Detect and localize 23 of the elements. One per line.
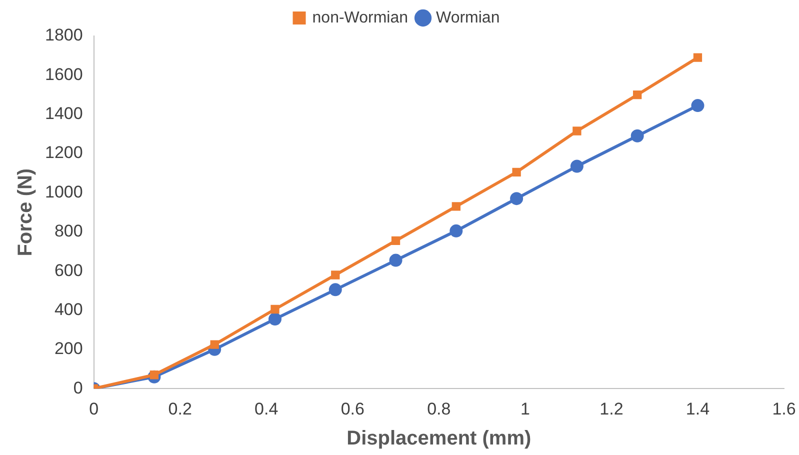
y-axis-title: Force (N): [14, 168, 37, 256]
x-tick-label: 1.4: [686, 399, 710, 418]
x-tick-label: 1.2: [600, 399, 624, 418]
x-tick-label: 1: [520, 399, 530, 418]
y-tick-label: 400: [54, 300, 83, 319]
y-tick-label: 1400: [44, 104, 83, 124]
y-tick-label: 1200: [44, 143, 83, 162]
y-tick-label: 0: [73, 378, 83, 398]
y-tick-label: 200: [54, 339, 83, 358]
x-tick-label: 0.8: [427, 399, 451, 418]
x-tick-label: 0.2: [168, 399, 192, 418]
x-tick-label: 1.6: [772, 399, 796, 418]
y-tick-label: 1800: [44, 26, 83, 45]
y-tick-label: 600: [54, 260, 83, 280]
x-axis-title: Displacement (mm): [346, 428, 532, 450]
y-tick-label: 800: [54, 222, 83, 241]
legend-label: Wormian: [436, 9, 500, 26]
y-tick-label: 1600: [44, 64, 83, 84]
x-tick-label: 0.6: [340, 399, 364, 418]
legend-label: non-Wormian: [312, 9, 408, 26]
y-tick-label: 1000: [44, 182, 83, 202]
x-tick-label: 0: [89, 399, 99, 418]
x-tick-label: 0.4: [254, 399, 278, 418]
